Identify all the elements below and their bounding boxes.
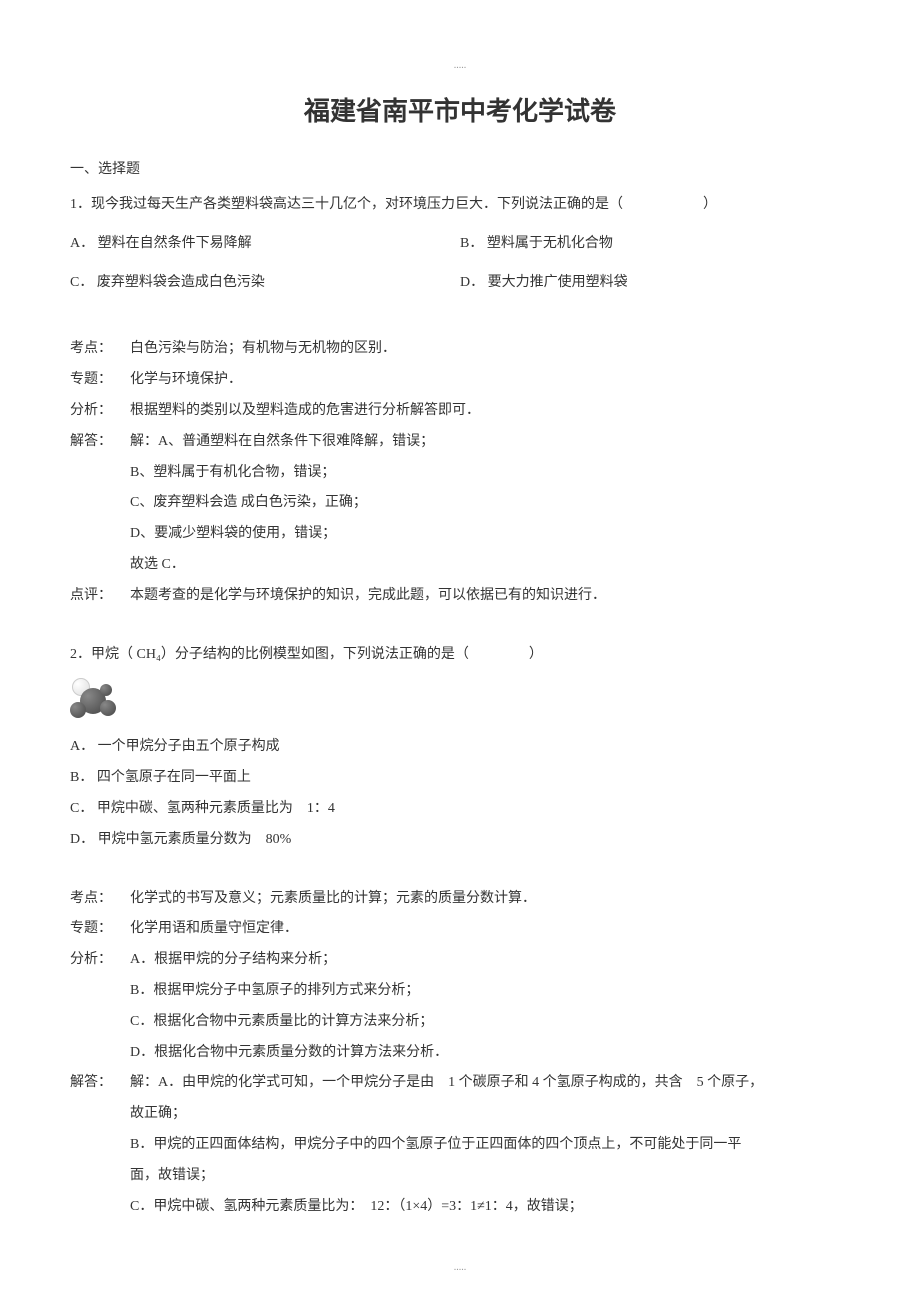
q1-stem-close: ） <box>703 197 717 212</box>
q2-stem: 2．甲烷（ CH₄）分子结构的比例模型如图，下列说法正确的是（ ） <box>70 640 850 671</box>
molecule-model-icon <box>70 678 118 722</box>
q1-zhuanti-row: 专题： 化学与环境保护． <box>70 365 850 396</box>
q2-jieda-1a: 解：A．由甲烷的化学式可知，一个甲烷分子是由 1 个碳原子和 4 个氢原子构成的… <box>130 1068 850 1099</box>
q1-fenxi-row: 分析： 根据塑料的类别以及塑料造成的危害进行分析解答即可． <box>70 396 850 427</box>
q2-kaodian-row: 考点： 化学式的书写及意义；元素质量比的计算；元素的质量分数计算． <box>70 884 850 915</box>
q1-kaodian: 白色污染与防治；有机物与无机物的区别． <box>130 334 850 365</box>
q1-jieda-4: D、要减少塑料袋的使用，错误； <box>70 519 850 550</box>
q2-kaodian-label: 考点： <box>70 884 130 915</box>
q2-fenxi-4: D．根据化合物中元素质量分数的计算方法来分析． <box>70 1038 850 1069</box>
q1-jieda-label: 解答： <box>70 427 130 458</box>
q2-jieda-2a: B．甲烷的正四面体结构，甲烷分子中的四个氢原子位于正四面体的四个顶点上，不可能处… <box>70 1130 850 1161</box>
q1-options-row1: A． 塑料在自然条件下易降解 B． 塑料属于无机化合物 <box>70 229 850 260</box>
q2-kaodian: 化学式的书写及意义；元素质量比的计算；元素的质量分数计算． <box>130 884 850 915</box>
q2-zhuanti: 化学用语和质量守恒定律． <box>130 914 850 945</box>
q1-stem: 1．现今我过每天生产各类塑料袋高达三十几亿个，对环境压力巨大．下列说法正确的是（… <box>70 190 850 221</box>
q1-stem-text: 1．现今我过每天生产各类塑料袋高达三十几亿个，对环境压力巨大．下列说法正确的是（ <box>70 197 623 212</box>
q1-kaodian-row: 考点： 白色污染与防治；有机物与无机物的区别． <box>70 334 850 365</box>
q2-stem-close: ） <box>529 647 543 662</box>
q1-jieda-1: 解：A、普通塑料在自然条件下很难降解，错误； <box>130 427 850 458</box>
q2-zhuanti-row: 专题： 化学用语和质量守恒定律． <box>70 914 850 945</box>
q2-fenxi-1: A．根据甲烷的分子结构来分析； <box>130 945 850 976</box>
q2-fenxi-label: 分析： <box>70 945 130 976</box>
q1-optD: D． 要大力推广使用塑料袋 <box>460 268 850 299</box>
q2-jieda-2b: 面，故错误； <box>70 1161 850 1192</box>
q2-jieda-row: 解答： 解：A．由甲烷的化学式可知，一个甲烷分子是由 1 个碳原子和 4 个氢原… <box>70 1068 850 1099</box>
q2-jieda-label: 解答： <box>70 1068 130 1099</box>
q2-fenxi-3: C．根据化合物中元素质量比的计算方法来分析； <box>70 1007 850 1038</box>
q2-fenxi-row: 分析： A．根据甲烷的分子结构来分析； <box>70 945 850 976</box>
q2-optC: C． 甲烷中碳、氢两种元素质量比为 1：4 <box>70 794 850 825</box>
q2-fenxi-2: B．根据甲烷分子中氢原子的排列方式来分析； <box>70 976 850 1007</box>
q1-dianping-label: 点评： <box>70 581 130 612</box>
section-header: 一、选择题 <box>70 158 850 178</box>
page-title: 福建省南平市中考化学试卷 <box>70 91 850 128</box>
q1-optC: C． 废弃塑料袋会造成白色污染 <box>70 268 460 299</box>
q1-dianping-row: 点评： 本题考查的是化学与环境保护的知识，完成此题，可以依据已有的知识进行． <box>70 581 850 612</box>
header-dots: ..... <box>70 60 850 71</box>
q1-jieda-5: 故选 C． <box>70 550 850 581</box>
q2-zhuanti-label: 专题： <box>70 914 130 945</box>
q1-jieda-row: 解答： 解：A、普通塑料在自然条件下很难降解，错误； <box>70 427 850 458</box>
q1-jieda-3: C、废弃塑料会造 成白色污染，正确； <box>70 488 850 519</box>
q1-options-row2: C． 废弃塑料袋会造成白色污染 D． 要大力推广使用塑料袋 <box>70 268 850 299</box>
footer-dots: ..... <box>0 1262 920 1273</box>
q1-zhuanti: 化学与环境保护． <box>130 365 850 396</box>
q2-optD: D． 甲烷中氢元素质量分数为 80% <box>70 825 850 856</box>
q2-jieda-3: C．甲烷中碳、氢两种元素质量比为： 12：（1×4）=3：1≠1：4，故错误； <box>70 1192 850 1223</box>
q2-optB: B． 四个氢原子在同一平面上 <box>70 763 850 794</box>
q1-fenxi: 根据塑料的类别以及塑料造成的危害进行分析解答即可． <box>130 396 850 427</box>
q1-optB: B． 塑料属于无机化合物 <box>460 229 850 260</box>
q1-optA: A． 塑料在自然条件下易降解 <box>70 229 460 260</box>
q2-optA: A． 一个甲烷分子由五个原子构成 <box>70 732 850 763</box>
q1-jieda-2: B、塑料属于有机化合物，错误； <box>70 458 850 489</box>
q1-zhuanti-label: 专题： <box>70 365 130 396</box>
q1-dianping: 本题考查的是化学与环境保护的知识，完成此题，可以依据已有的知识进行． <box>130 581 850 612</box>
q1-kaodian-label: 考点： <box>70 334 130 365</box>
q2-stem-text: 2．甲烷（ CH₄）分子结构的比例模型如图，下列说法正确的是（ <box>70 647 469 662</box>
q1-fenxi-label: 分析： <box>70 396 130 427</box>
q2-jieda-1b: 故正确； <box>70 1099 850 1130</box>
